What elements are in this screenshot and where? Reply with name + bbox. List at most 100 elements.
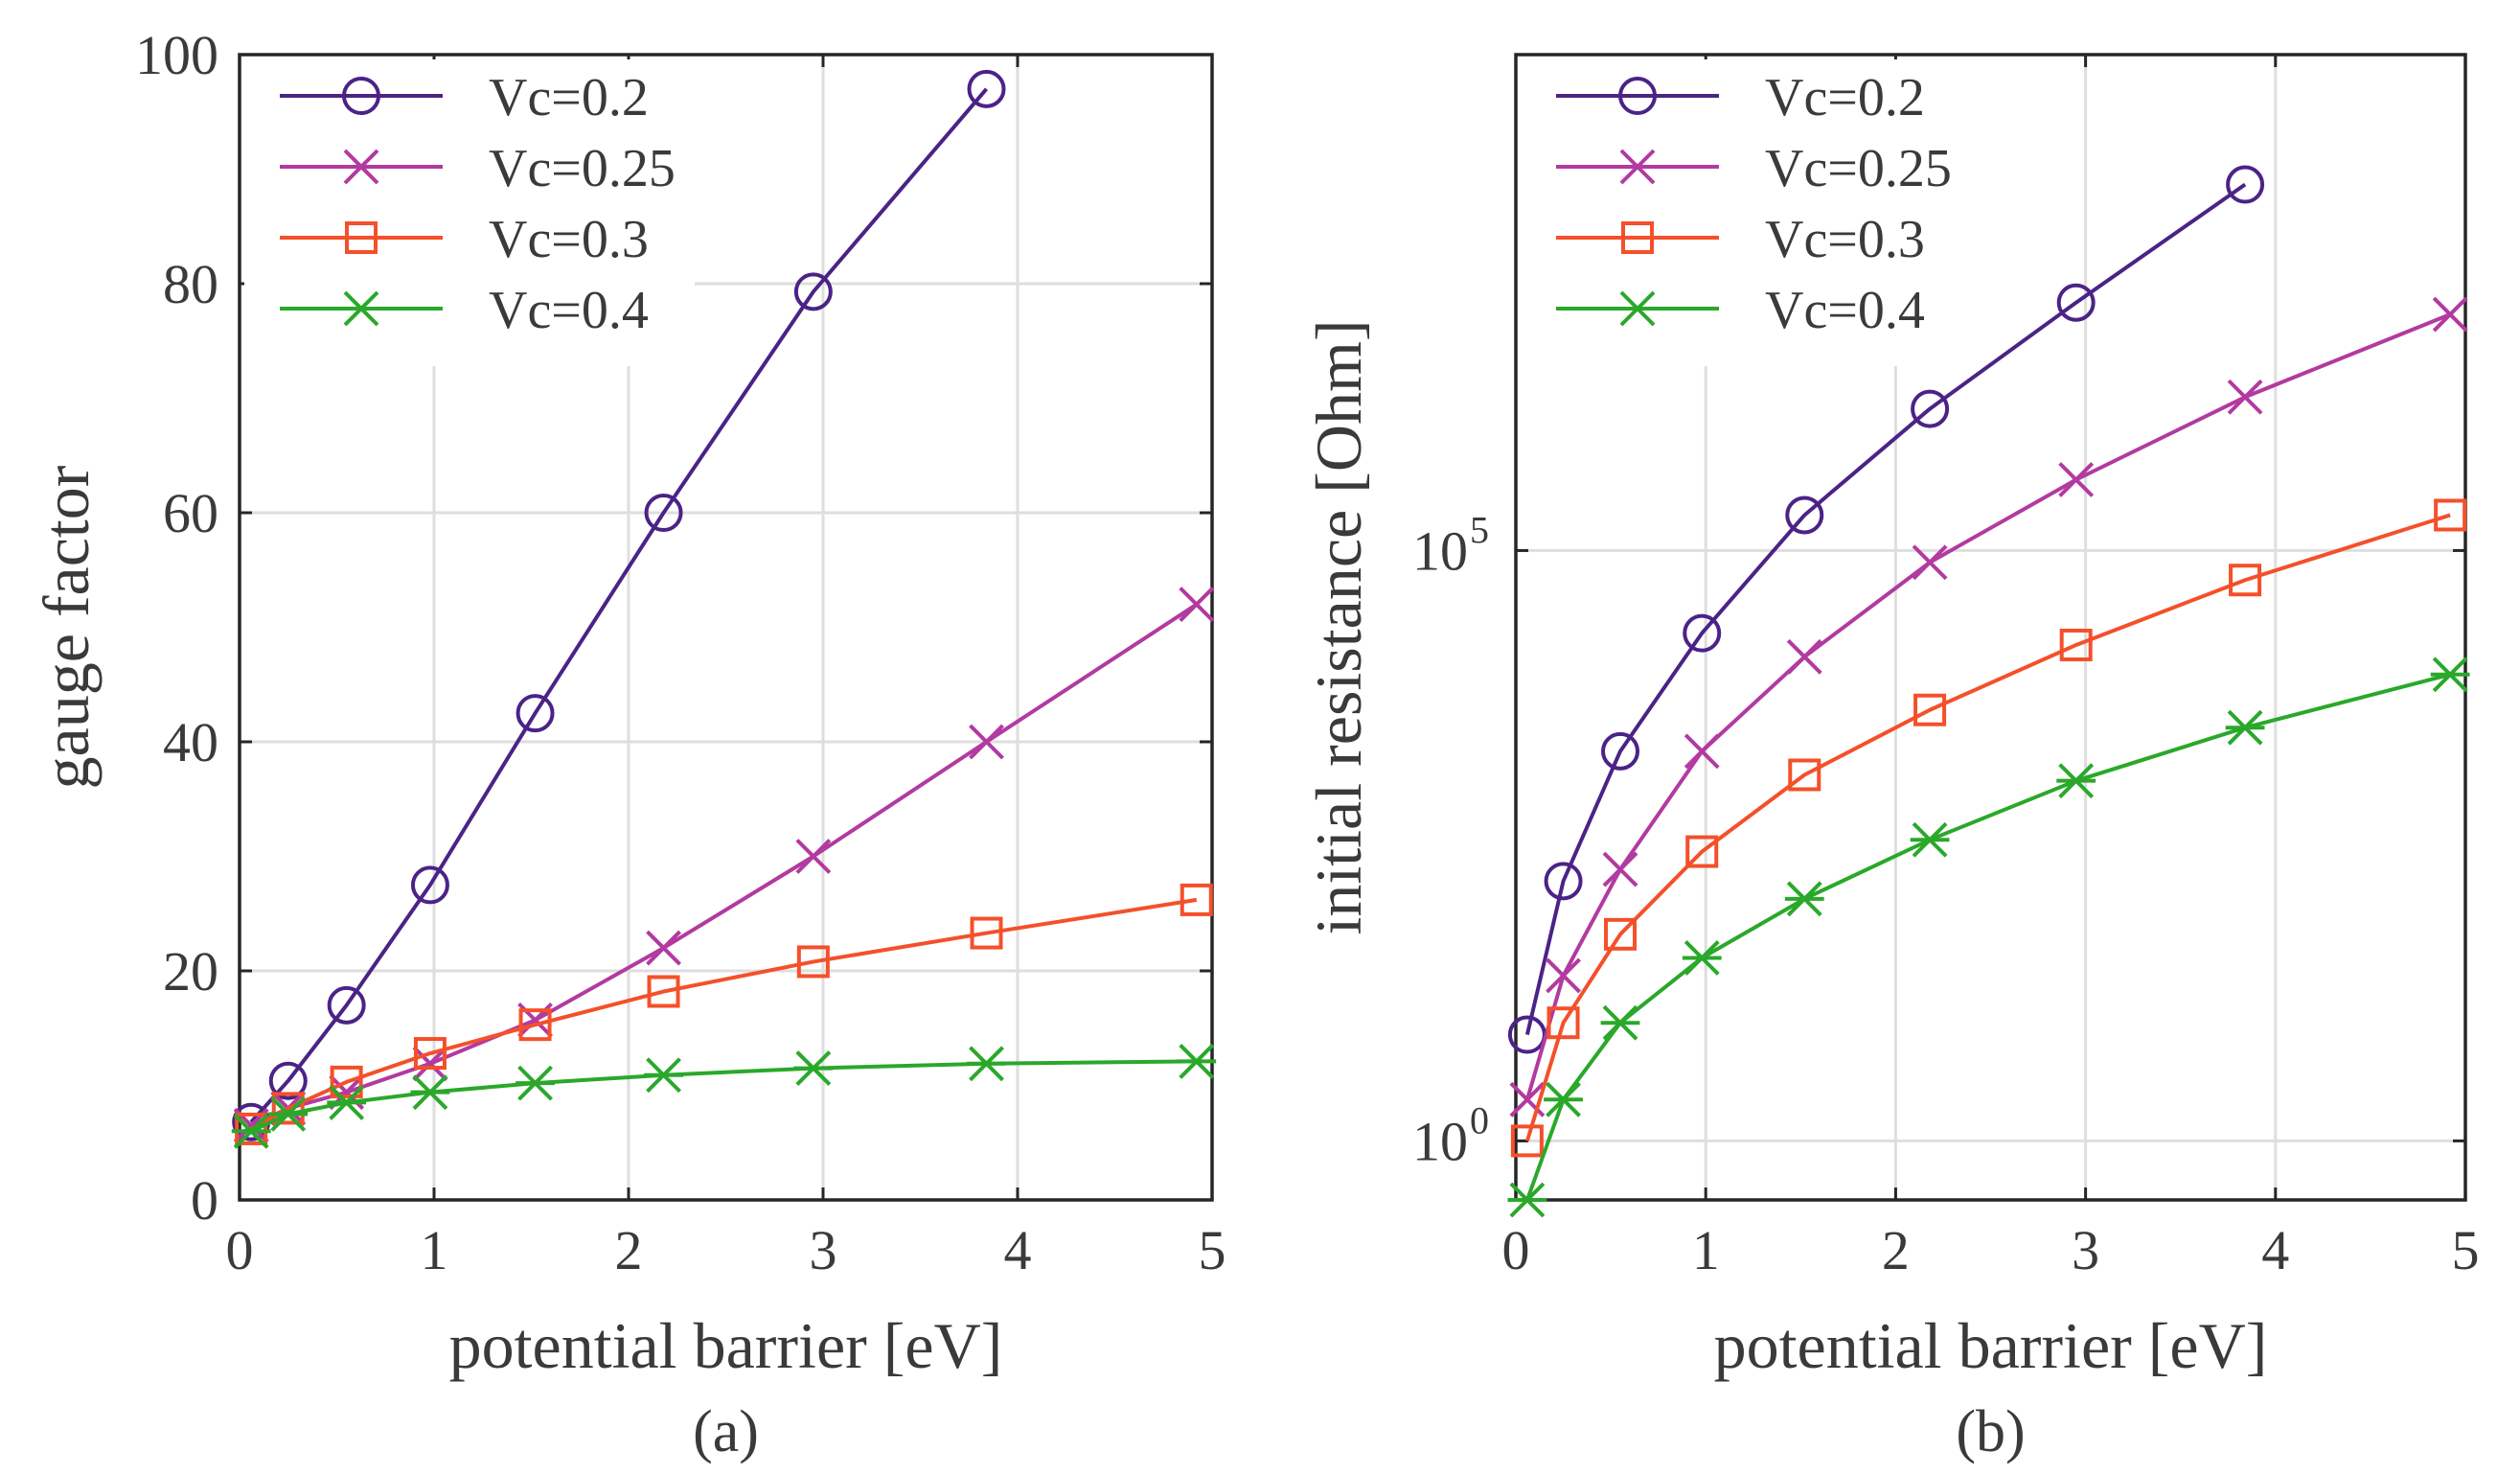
panel-a-legend: Vc=0.2 Vc=0.25 Vc=0.3 Vc=0.4: [244, 59, 695, 366]
panel-a-data-point: [327, 1085, 367, 1120]
panel-a-series-line: [250, 897, 1198, 1131]
panel-a-x-tick-label: 2: [615, 1219, 643, 1281]
panel-a-data-point: [410, 865, 449, 905]
panel-b-legend-box: [1521, 59, 1971, 366]
panel-b-legend-label: Vc=0.4: [1765, 281, 1925, 340]
panel-a-data-point: [646, 930, 681, 966]
panel-b-legend-label: Vc=0.25: [1765, 139, 1952, 198]
panel-a-y-axis-label: gauge factor: [30, 465, 103, 789]
panel-a-panel-label: (a): [693, 1399, 759, 1464]
panel-a-series-line: [250, 602, 1198, 1128]
panel-a-plot-frame: [238, 53, 1214, 1202]
panel-b-legend-marker: [1621, 221, 1654, 254]
panel-a-legend-label: Vc=0.4: [489, 281, 649, 340]
panel-a-data-point: [515, 1065, 555, 1101]
panel-b-y-tick-label: 10: [1412, 519, 1468, 582]
panel-b-data-point: [1784, 881, 1824, 917]
panel-a: 0 1 2 3 4 5 0 20 40 60 80 100 potential barrier [eV]…: [30, 24, 1226, 1464]
panel-b-data-point: [1684, 733, 1720, 770]
panel-b-series-line: [1524, 513, 2451, 1141]
panel-a-legend-marker: [345, 221, 378, 254]
panel-a-legend-label: Vc=0.25: [489, 139, 676, 198]
panel-a-y-tick-label: 0: [191, 1169, 218, 1232]
panel-a-data-point: [235, 1112, 268, 1145]
panel-a-data-point: [647, 975, 680, 1008]
panel-b-data-point: [1786, 638, 1822, 675]
panel-a-data-point: [644, 1057, 683, 1094]
panel-a-legend-label: Vc=0.2: [489, 68, 649, 127]
panel-b-data-point: [2225, 709, 2265, 746]
panel-a-legend-marker: [343, 149, 379, 185]
panel-b-series-3: [1510, 498, 2467, 1158]
panel-b-data-point: [1911, 389, 1950, 428]
panel-a-y-tick-label: 40: [163, 711, 218, 773]
panel-b-series-line: [1524, 312, 2451, 1100]
panel-b-x-tick-label: 1: [1692, 1219, 1720, 1281]
panel-b-data-point: [1602, 851, 1638, 887]
panel-a-data-point: [271, 1092, 305, 1125]
panel-b-y-tick-exponent: 0: [1470, 1098, 1489, 1141]
panel-a-data-point: [231, 1113, 271, 1149]
panel-a-legend-label: Vc=0.3: [489, 210, 649, 269]
panel-a-series-2: [233, 587, 1215, 1143]
panel-a-x-tick-label: 0: [226, 1219, 254, 1281]
panel-b-y-tick-exponent: 5: [1470, 508, 1489, 551]
panel-b-data-point: [1913, 693, 1947, 726]
panel-a-y-tick-label: 60: [163, 482, 218, 544]
panel-b-data-point: [2058, 462, 2095, 497]
panel-a-data-point: [518, 1008, 552, 1042]
panel-b-x-tick-label: 3: [2072, 1219, 2099, 1281]
panel-b-data-point: [2430, 657, 2470, 693]
panel-b-y-axis-label: initial resistance [Ohm]: [1302, 319, 1375, 934]
panel-b-x-axis-label: potential barrier [eV]: [1714, 1309, 2268, 1382]
panel-b-legend: Vc=0.2 Vc=0.25 Vc=0.3 Vc=0.4: [1521, 59, 1971, 366]
panel-b-series-line: [1524, 182, 2247, 1035]
panel-a-legend-marker: [341, 290, 381, 327]
panel-b-data-point: [1544, 1081, 1583, 1118]
panel-b-data-point: [1683, 613, 1722, 653]
panel-b-series-1: [1507, 165, 2265, 1054]
panel-a-series-4: [231, 1043, 1217, 1149]
panel-a-data-point: [1180, 883, 1213, 916]
panel-b-data-point: [2432, 296, 2468, 333]
panel-b-data-point: [1910, 821, 1950, 858]
panel-b-panel-label: (b): [1956, 1399, 2025, 1464]
panel-a-data-point: [330, 1065, 363, 1098]
panel-b-legend-marker: [1619, 149, 1656, 185]
panel-b-data-point: [1685, 835, 1719, 868]
panel-a-data-point: [412, 1046, 448, 1082]
panel-b-data-point: [1510, 1124, 1544, 1158]
panel-b-legend-marker: [1617, 290, 1658, 327]
panel-b-data-point: [1600, 1004, 1640, 1041]
panel-b-x-tick-label: 5: [2452, 1219, 2480, 1281]
panel-b-data-point: [1546, 1006, 1580, 1040]
panel-b-data-point: [1601, 731, 1640, 771]
panel-b-series-line: [1525, 672, 2451, 1201]
panel-b-legend-label: Vc=0.3: [1765, 210, 1925, 269]
panel-a-y-tick-label: 80: [163, 253, 218, 315]
panel-a-y-tick-label: 100: [135, 24, 218, 86]
panel-a-data-point: [1177, 1043, 1217, 1079]
panel-b-data-point: [1788, 758, 1821, 792]
panel-b-plot-frame: [1514, 53, 2467, 1202]
panel-a-y-tick-label: 20: [163, 940, 218, 1003]
panel-b-series-2: [1509, 296, 2468, 1118]
panel-b-data-point: [1546, 957, 1581, 994]
panel-a-series-3: [235, 883, 1213, 1145]
panel-a-data-point: [967, 69, 1006, 108]
panel-b-legend-marker: [1618, 77, 1657, 115]
panel-b-series-4: [1507, 657, 2470, 1218]
panel-b-data-point: [1912, 544, 1948, 581]
panel-a-x-axis-label: potential barrier [eV]: [449, 1309, 1003, 1382]
panel-a-data-point: [413, 1037, 447, 1071]
panel-b-data-point: [2059, 628, 2093, 661]
panel-a-data-point: [1179, 587, 1215, 623]
panel-b-legend-label: Vc=0.2: [1765, 68, 1925, 127]
panel-a-data-point: [644, 494, 683, 532]
panel-b-data-point: [2226, 165, 2265, 204]
panel-a-series-1: [232, 69, 1006, 1141]
panel-b-data-point: [2434, 498, 2467, 532]
panel-a-data-point: [970, 916, 1003, 950]
panel-a-data-point: [796, 945, 830, 979]
